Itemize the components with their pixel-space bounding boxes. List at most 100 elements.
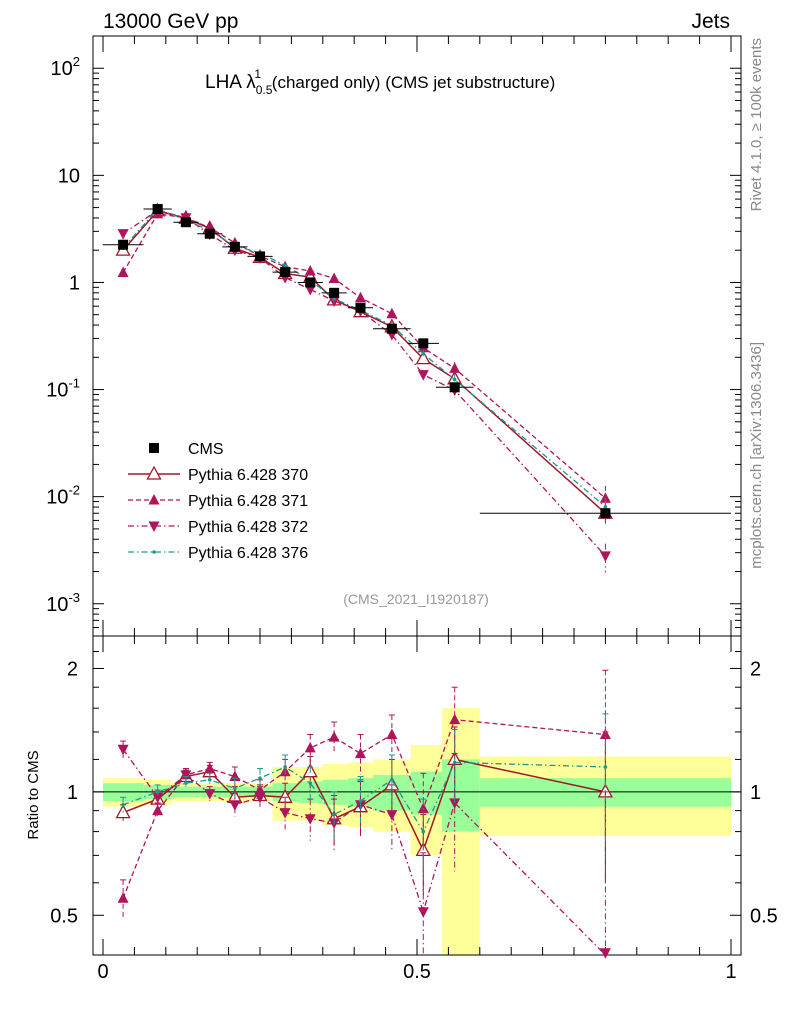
series-line-main xyxy=(122,209,606,557)
series-point-ratio xyxy=(304,814,316,825)
series-point-ratio xyxy=(283,765,287,769)
data-point xyxy=(152,204,163,215)
series-point-ratio xyxy=(180,770,192,781)
legend-marker xyxy=(146,465,162,480)
series-point-main xyxy=(354,291,366,303)
mcplots-label: mcplots.cern.ch [arXiv:1306.3436] xyxy=(748,342,765,569)
ratio-y-label: 2 xyxy=(67,658,78,680)
series-point-ratio xyxy=(155,790,160,794)
header-left: 13000 GeV pp xyxy=(103,10,238,33)
series-point-ratio xyxy=(117,744,129,756)
analysis-id: (CMS_2021_I1920187) xyxy=(343,591,489,607)
series-point-ratio xyxy=(599,948,611,959)
series-layer xyxy=(102,202,731,959)
series-point-main xyxy=(417,370,429,381)
series-point-main xyxy=(117,266,129,278)
series-line-ratio xyxy=(122,718,606,899)
rivet-label: Rivet 4.1.0, ≥ 100k events xyxy=(748,38,765,211)
series-point-main xyxy=(328,272,340,284)
series-line-main xyxy=(122,208,606,508)
data-point xyxy=(204,228,215,239)
series-point-ratio xyxy=(417,907,429,918)
series-3 xyxy=(117,205,611,959)
series-line-ratio xyxy=(122,748,606,956)
data-point xyxy=(449,382,460,393)
chart-title: LHA λ0.51 (charged only) (CMS jet substr… xyxy=(205,67,555,97)
y-tick-label: 10-2 xyxy=(46,483,80,509)
data-point xyxy=(229,241,240,252)
series-point-ratio xyxy=(152,792,164,804)
legend-marker xyxy=(148,494,160,505)
series-point-ratio xyxy=(204,762,216,774)
series-point-main xyxy=(449,362,461,373)
series-point-ratio xyxy=(121,802,125,807)
series-point-main xyxy=(304,264,316,276)
ratio-y-label-right: 2 xyxy=(750,658,761,680)
ratio-y-label-right: 1 xyxy=(750,782,761,804)
series-point-ratio xyxy=(304,741,316,753)
band-stat xyxy=(410,771,443,815)
legend-label: CMS xyxy=(188,441,224,458)
y-tick-label: 10-1 xyxy=(46,376,80,402)
series-point-ratio xyxy=(254,792,266,804)
series-point-ratio xyxy=(328,731,340,742)
legend-marker xyxy=(148,521,160,532)
series-point-ratio xyxy=(603,765,608,769)
series-point-ratio xyxy=(184,781,188,785)
y-tick-label: 1 xyxy=(69,272,80,294)
series-point-ratio xyxy=(204,789,216,800)
data-point xyxy=(305,277,316,288)
series-point-ratio xyxy=(390,778,394,782)
data-point xyxy=(600,508,611,519)
series-point-ratio xyxy=(599,728,611,740)
legend: CMS Pythia 6.428 370 Pythia 6.428 371 Pythi… xyxy=(128,441,308,562)
legend-label: Pythia 6.428 371 xyxy=(188,493,308,510)
legend-entry-1: Pythia 6.428 370 xyxy=(128,465,308,484)
series-point-main xyxy=(599,551,611,562)
ratio-y-label: 0.5 xyxy=(50,905,78,927)
series-point-ratio xyxy=(386,810,398,821)
series-point-ratio xyxy=(308,781,313,785)
series-point-main xyxy=(599,492,611,503)
legend-label: Pythia 6.428 372 xyxy=(188,519,308,536)
series-point-main xyxy=(283,263,287,268)
ratio-y-label: 1 xyxy=(67,782,78,804)
data-point xyxy=(329,287,340,298)
series-point-ratio xyxy=(279,808,291,819)
legend-entry-2: Pythia 6.428 371 xyxy=(128,493,308,510)
x-tick-label: 0.5 xyxy=(403,961,431,983)
x-tick-label: 0 xyxy=(97,961,108,983)
series-point-ratio xyxy=(233,786,237,791)
axes: 10-3 10-2 10-1 1 10 102 0.5 0.5 1 1 2 2 0 0.5 1 xyxy=(46,35,778,983)
series-point-main xyxy=(452,377,457,382)
y-tick-label: 10 xyxy=(58,165,80,187)
series-point-main xyxy=(117,229,129,240)
data-point xyxy=(418,338,429,349)
series-point-ratio xyxy=(417,802,429,814)
data-point xyxy=(355,302,366,313)
series-point-ratio xyxy=(117,892,129,903)
data-point xyxy=(280,267,291,278)
series-point-ratio xyxy=(207,778,212,782)
series-point-ratio xyxy=(386,728,398,740)
series-point-ratio xyxy=(449,713,461,725)
y-tick-label: 102 xyxy=(51,54,80,80)
data-point xyxy=(386,323,397,334)
legend-marker xyxy=(152,550,156,554)
series-point-ratio xyxy=(421,829,426,834)
data-point xyxy=(180,217,191,228)
series-point-ratio xyxy=(152,804,164,816)
header-right: Jets xyxy=(691,10,730,33)
series-point-main xyxy=(328,296,340,307)
legend-entry-3: Pythia 6.428 372 xyxy=(128,519,308,536)
series-point-main xyxy=(332,296,336,301)
series-point-main xyxy=(304,284,316,296)
series-point-ratio xyxy=(358,799,363,803)
ratio-ylabel: Ratio to CMS xyxy=(25,750,42,839)
series-point-main xyxy=(415,350,431,365)
series-line-ratio xyxy=(122,761,606,833)
data-point xyxy=(255,251,265,262)
series-point-ratio xyxy=(258,776,262,780)
